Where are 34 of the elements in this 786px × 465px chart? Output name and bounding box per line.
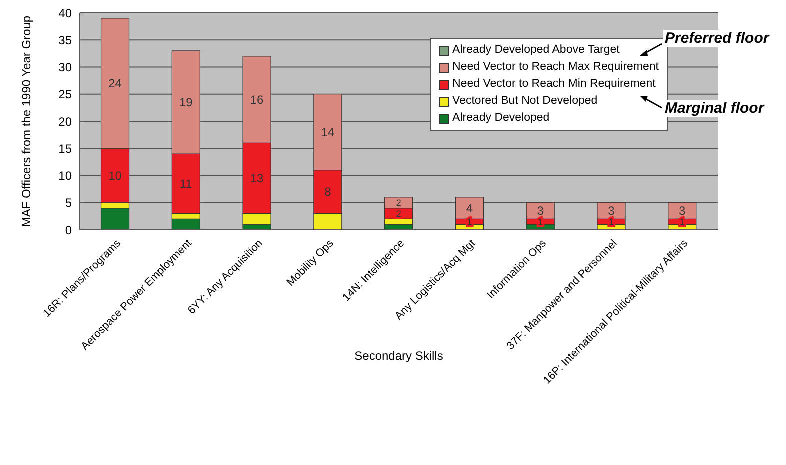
data-label: 4	[466, 202, 474, 216]
data-label: 19	[179, 96, 194, 110]
y-tick-label: 35	[58, 33, 72, 48]
legend-label: Need Vector to Reach Min Requirement	[452, 77, 656, 92]
data-label: 10	[108, 168, 122, 183]
legend-label: Vectored But Not Developed	[452, 94, 598, 109]
legend-label: Already Developed Above Target	[452, 43, 620, 58]
data-label: 3	[537, 204, 544, 218]
data-label: 3	[608, 204, 616, 218]
y-tick-label: 20	[58, 114, 72, 129]
data-label: 14	[321, 126, 335, 140]
annotation: Marginal floor	[663, 100, 766, 117]
y-tick-label: 40	[58, 6, 72, 20]
data-label: 16	[250, 93, 264, 107]
x-axis-title: Secondary Skills	[354, 349, 444, 363]
data-label: 2	[396, 198, 402, 208]
y-tick-label: 25	[58, 88, 72, 102]
y-axis-title: MAF Officers from the 1990 Year Group	[19, 16, 34, 228]
data-label: 24	[108, 76, 122, 91]
y-tick-label: 10	[58, 169, 72, 184]
legend-label: Need Vector to Reach Max Requirement	[452, 60, 659, 75]
data-label: 2	[396, 208, 402, 219]
y-tick-label: 5	[65, 196, 72, 210]
data-label: 3	[679, 204, 686, 218]
annotation: Preferred floor	[663, 30, 772, 47]
y-tick-label: 30	[58, 60, 72, 75]
legend-label: Already Developed	[452, 111, 550, 126]
data-label: 13	[250, 172, 264, 186]
data-label: 11	[180, 177, 193, 192]
data-label: 1	[467, 217, 472, 228]
data-label: 8	[324, 185, 332, 200]
data-label: 1	[680, 217, 685, 228]
y-tick-label: 15	[58, 142, 72, 156]
y-tick-label: 0	[65, 223, 72, 238]
